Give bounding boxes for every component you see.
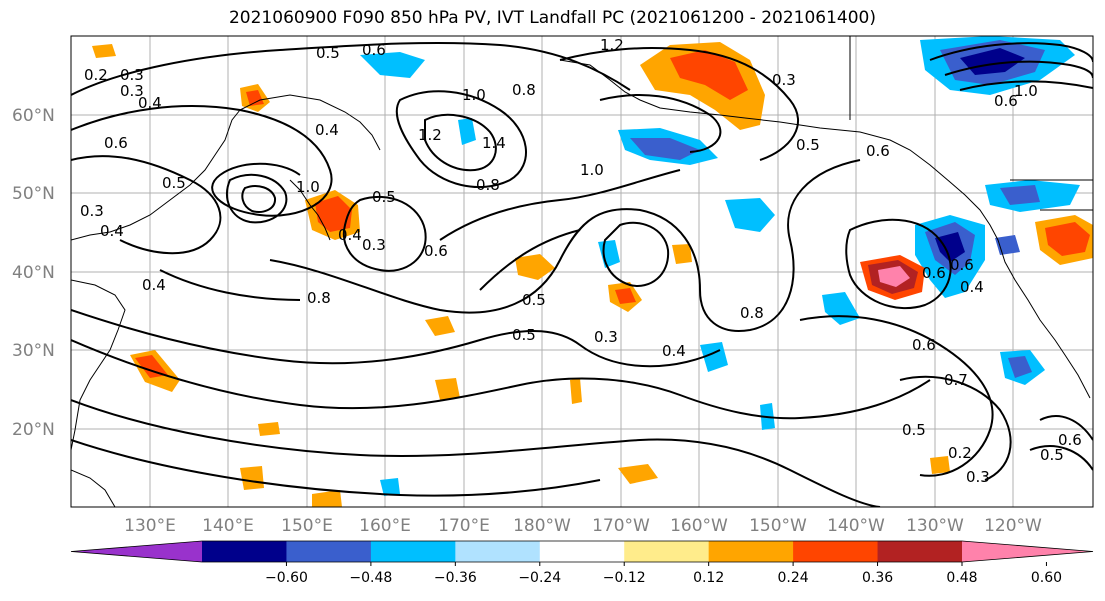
colorbar-segment [793, 541, 879, 562]
contour-label: 1.0 [462, 86, 486, 104]
colorbar-tick-label: 0.24 [778, 570, 809, 586]
contour-label: 0.5 [512, 326, 536, 344]
map-frame [70, 35, 1094, 508]
lon-label: 160°W [670, 516, 728, 536]
contour-label: 0.3 [594, 328, 618, 346]
lat-label: 40°N [12, 263, 55, 283]
colorbar-tick-label: −0.48 [349, 570, 392, 586]
contour-label: 0.3 [120, 66, 144, 84]
lon-label: 170°E [438, 516, 490, 536]
contour-label: 0.5 [162, 174, 186, 192]
lat-label: 50°N [12, 184, 55, 204]
contour-label: 0.3 [80, 202, 104, 220]
contour-label: 0.5 [372, 188, 396, 206]
map-title: 2021060900 F090 850 hPa PV, IVT Landfall… [228, 8, 876, 28]
contour-label: 0.5 [316, 44, 340, 62]
colorbar-segment [370, 541, 456, 562]
colorbar-extend-high [962, 541, 1093, 562]
lat-label: 60°N [12, 106, 55, 126]
pv-contours [71, 41, 1093, 507]
colorbar-segment [708, 541, 794, 562]
contour-label: 0.6 [424, 242, 448, 260]
contour-label: 0.6 [104, 134, 128, 152]
contour-label: 0.2 [948, 444, 972, 462]
colorbar-tick-label: −0.24 [518, 570, 561, 586]
contour-label: 0.3 [772, 71, 796, 89]
colorbar-segment [877, 541, 963, 562]
contour-label: 0.8 [512, 81, 536, 99]
contour-label: 0.5 [522, 291, 546, 309]
contour-label: 0.3 [120, 82, 144, 100]
contour-label: 1.0 [1014, 82, 1038, 100]
contour-label: 0.4 [315, 121, 339, 139]
colorbar: −0.60 −0.48 −0.36 −0.24 −0.12 0.12 0.24 0.36 0.4… [70, 540, 1094, 586]
contour-label: 0.5 [902, 421, 926, 439]
contour-label: 0.7 [944, 371, 968, 389]
contour-label: 1.4 [482, 134, 506, 152]
contour-label: 0.6 [362, 41, 386, 59]
contour-label: 0.6 [950, 256, 974, 274]
colorbar-extend-low [71, 541, 202, 562]
contour-label: 0.4 [100, 222, 124, 240]
contour-label: 0.8 [476, 176, 500, 194]
lon-label: 120°W [984, 516, 1042, 536]
colorbar-tick-label: 0.60 [1031, 570, 1062, 586]
contour-label: 0.5 [796, 136, 820, 154]
contour-label: 0.4 [338, 226, 362, 244]
colorbar-segment [286, 541, 372, 562]
graticule [71, 36, 1093, 507]
contour-label: 0.8 [740, 304, 764, 322]
contour-label: 1.0 [580, 161, 604, 179]
contour-label: 0.6 [922, 264, 946, 282]
contour-label: 1.2 [418, 126, 442, 144]
contour-label: 0.3 [966, 468, 990, 486]
colorbar-segment [624, 541, 710, 562]
colorbar-tick-label: −0.36 [434, 570, 477, 586]
colorbar-tick-label: 0.36 [862, 570, 893, 586]
contour-labels: 0.2 0.3 0.4 0.5 0.6 0.3 0.4 0.6 0.5 0.3 … [80, 36, 1082, 486]
contour-label: 0.4 [138, 94, 162, 112]
contour-label: 0.2 [84, 66, 108, 84]
pv-shading [92, 36, 1093, 507]
lon-label: 140°W [827, 516, 885, 536]
colorbar-segment [202, 541, 287, 562]
lon-label: 130°E [124, 516, 176, 536]
contour-label: 0.4 [960, 278, 984, 296]
lat-label: 20°N [12, 420, 55, 440]
lon-label: 150°W [749, 516, 807, 536]
contour-label: 1.2 [600, 36, 624, 54]
contour-label: 0.6 [1058, 431, 1082, 449]
contour-label: 0.6 [866, 142, 890, 160]
lon-label: 180°W [513, 516, 571, 536]
colorbar-segment [539, 541, 625, 562]
colorbar-tick-label: 0.12 [693, 570, 724, 586]
lon-label: 140°E [202, 516, 254, 536]
lon-label: 130°W [906, 516, 964, 536]
colorbar-outline [70, 540, 1094, 563]
lon-label: 150°E [281, 516, 333, 536]
contour-label: 0.5 [1040, 446, 1064, 464]
longitude-labels: 130°E 140°E 150°E 160°E 170°E 180°W 170°… [124, 516, 1042, 536]
contour-label: 0.6 [912, 336, 936, 354]
latitude-labels: 60°N 50°N 40°N 30°N 20°N [12, 106, 55, 440]
contour-label: 0.3 [362, 236, 386, 254]
contour-label: 0.8 [307, 289, 331, 307]
contour-label: 0.6 [994, 92, 1018, 110]
lon-label: 170°W [592, 516, 650, 536]
colorbar-segment [455, 541, 541, 562]
contour-label: 0.4 [662, 342, 686, 360]
contour-label: 1.0 [296, 178, 320, 196]
colorbar-tick-label: 0.48 [946, 570, 977, 586]
lat-label: 30°N [12, 341, 55, 361]
colorbar-tick-label: −0.60 [265, 570, 308, 586]
colorbar-tick-label: −0.12 [603, 570, 646, 586]
coastlines [71, 36, 1093, 507]
lon-label: 160°E [359, 516, 411, 536]
contour-label: 0.4 [142, 276, 166, 294]
